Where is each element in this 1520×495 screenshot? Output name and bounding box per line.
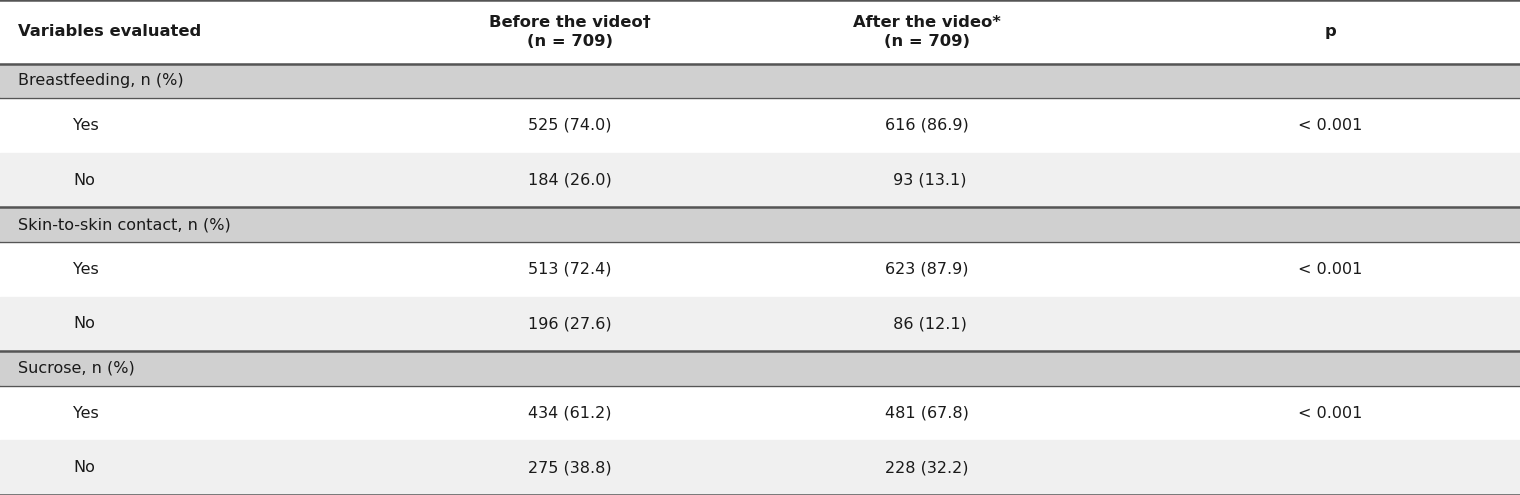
Bar — [0, 242, 1520, 297]
Text: Yes: Yes — [73, 262, 99, 277]
Bar — [0, 441, 1520, 495]
Bar — [0, 297, 1520, 351]
Text: 481 (67.8): 481 (67.8) — [885, 405, 970, 420]
Text: No: No — [73, 460, 94, 475]
Text: p: p — [1324, 24, 1336, 39]
Bar — [0, 386, 1520, 441]
Text: 513 (72.4): 513 (72.4) — [529, 262, 611, 277]
Text: 228 (32.2): 228 (32.2) — [886, 460, 968, 475]
Text: Yes: Yes — [73, 118, 99, 133]
Text: 434 (61.2): 434 (61.2) — [529, 405, 611, 420]
Text: 93 (13.1): 93 (13.1) — [888, 173, 967, 188]
Text: 275 (38.8): 275 (38.8) — [527, 460, 613, 475]
Text: No: No — [73, 316, 94, 331]
Text: < 0.001: < 0.001 — [1298, 118, 1362, 133]
Bar — [0, 64, 1520, 98]
Text: 184 (26.0): 184 (26.0) — [527, 173, 613, 188]
Text: No: No — [73, 173, 94, 188]
Text: Before the video†
(n = 709): Before the video† (n = 709) — [489, 15, 651, 49]
Bar — [0, 0, 1520, 64]
Bar — [0, 351, 1520, 386]
Text: 196 (27.6): 196 (27.6) — [527, 316, 613, 331]
Text: Variables evaluated: Variables evaluated — [18, 24, 202, 39]
Text: 616 (86.9): 616 (86.9) — [885, 118, 970, 133]
Text: Sucrose, n (%): Sucrose, n (%) — [18, 361, 135, 376]
Text: 623 (87.9): 623 (87.9) — [886, 262, 968, 277]
Bar — [0, 98, 1520, 153]
Text: Breastfeeding, n (%): Breastfeeding, n (%) — [18, 73, 184, 89]
Text: 525 (74.0): 525 (74.0) — [529, 118, 611, 133]
Text: Skin-to-skin contact, n (%): Skin-to-skin contact, n (%) — [18, 217, 231, 232]
Text: 86 (12.1): 86 (12.1) — [888, 316, 967, 331]
Text: Yes: Yes — [73, 405, 99, 420]
Text: After the video*
(n = 709): After the video* (n = 709) — [853, 15, 1002, 49]
Bar — [0, 207, 1520, 242]
Bar — [0, 153, 1520, 207]
Text: < 0.001: < 0.001 — [1298, 405, 1362, 420]
Text: < 0.001: < 0.001 — [1298, 262, 1362, 277]
